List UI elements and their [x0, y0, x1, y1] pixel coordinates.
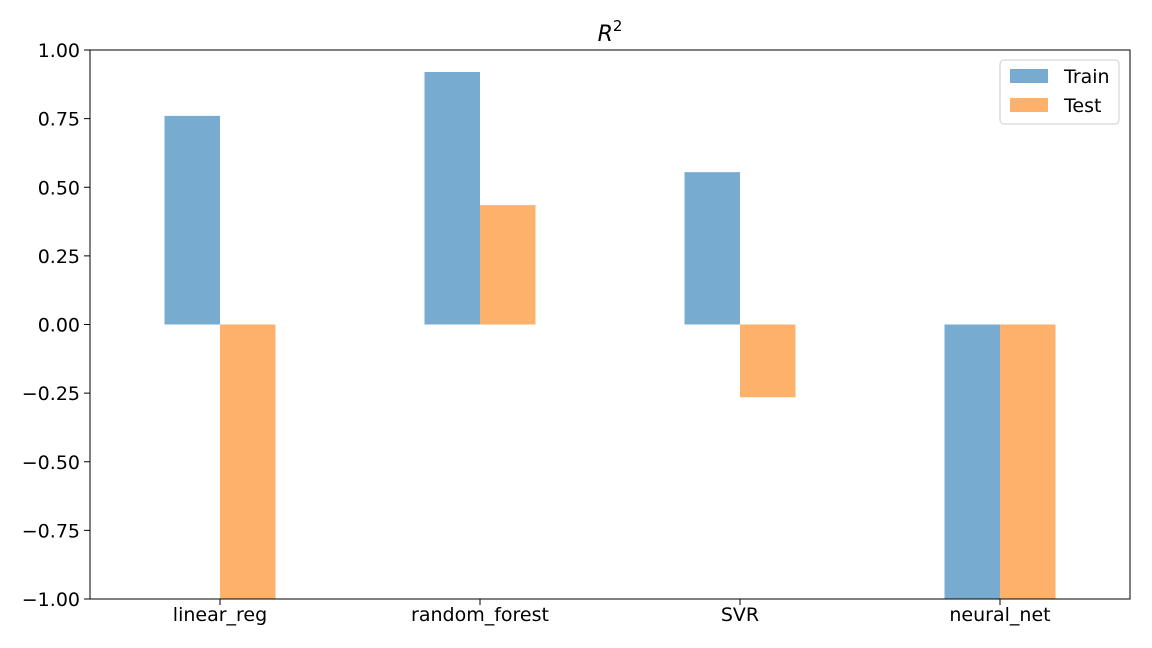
chart-title-superscript: 2 [613, 17, 623, 35]
legend-swatch-test [1010, 98, 1048, 112]
legend-swatch-train [1010, 69, 1048, 83]
y-tick-label: −0.50 [22, 452, 80, 474]
bar-train-random-forest [424, 71, 480, 325]
bars-layer [164, 71, 1056, 599]
x-tick-label: linear_reg [173, 604, 267, 626]
bar-test-svr [740, 324, 796, 398]
y-axis: 1.00 0.75 0.50 0.25 0.00 −0.25 −0.50 −0.75 −1.00 [22, 40, 90, 611]
bar-train-linear-reg [164, 115, 220, 325]
bar-train-neural-net [944, 324, 1000, 599]
y-tick-label: 0.00 [38, 315, 80, 337]
y-tick-label: −0.75 [22, 520, 80, 542]
chart-title: R2 [598, 17, 623, 47]
y-tick-label: 1.00 [38, 40, 80, 62]
x-tick-label: neural_net [949, 604, 1050, 626]
y-tick-label: 0.75 [38, 109, 80, 131]
legend-label-train: Train [1063, 66, 1110, 88]
chart-title-main: R [598, 22, 613, 47]
y-tick-label: −1.00 [22, 589, 80, 611]
bar-test-linear-reg [220, 324, 276, 599]
y-tick-label: 0.50 [38, 177, 80, 199]
x-tick-label: random_forest [411, 604, 549, 626]
legend-label-test: Test [1063, 95, 1101, 117]
x-tick-label: SVR [721, 604, 759, 626]
y-tick-label: 0.25 [38, 246, 80, 268]
y-tick-label: −0.25 [22, 383, 80, 405]
bar-train-svr [684, 172, 740, 325]
legend: Train Test [999, 59, 1120, 125]
bar-test-neural-net [1000, 324, 1056, 599]
bar-test-random-forest [480, 205, 536, 325]
x-axis: linear_reg random_forest SVR neural_net [173, 599, 1051, 626]
